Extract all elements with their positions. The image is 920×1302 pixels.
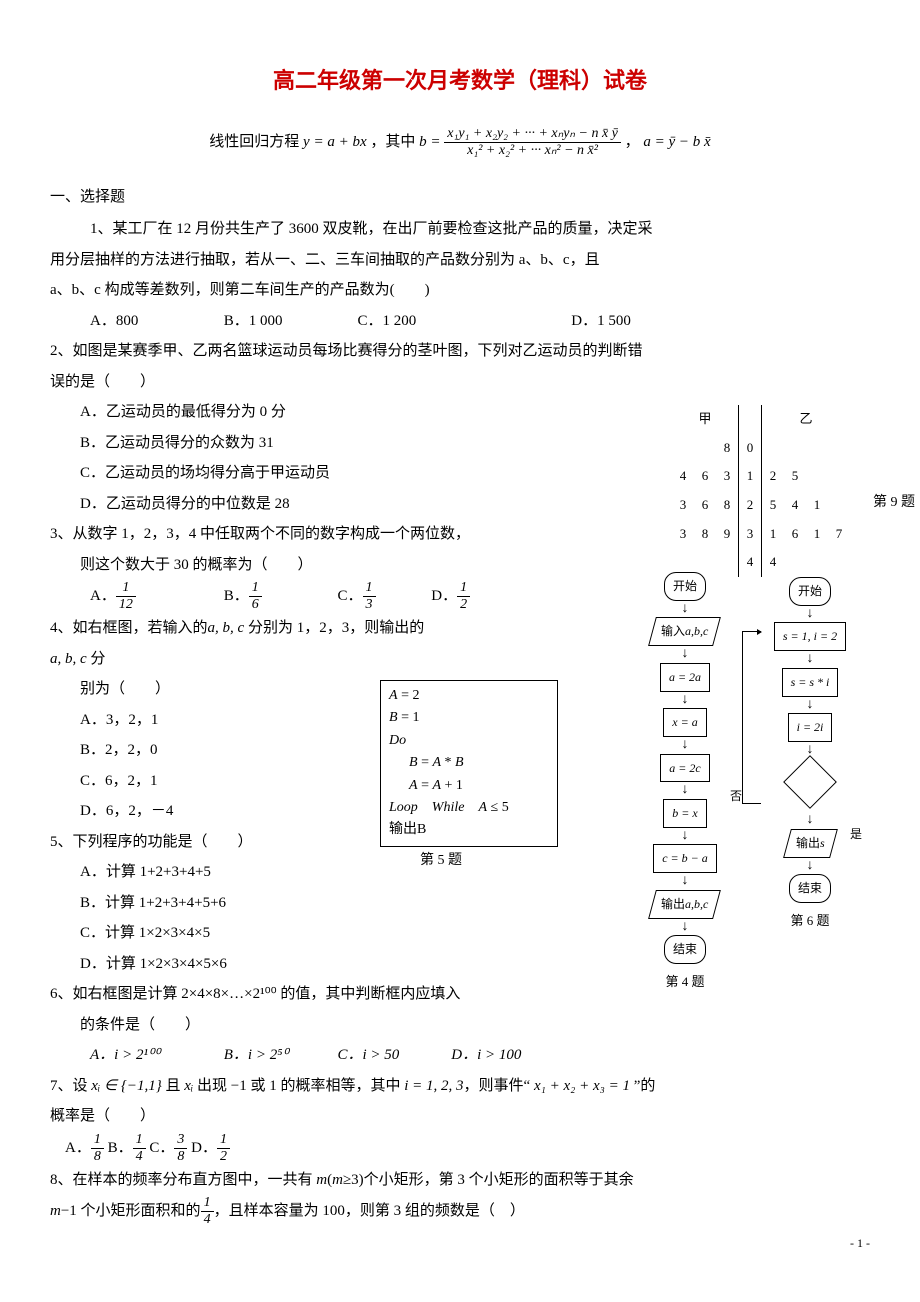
q6-stem1: 6、如右框图是计算 2×4×8×…×2¹⁰⁰ 的值，其中判断框内应填入 [50, 980, 870, 1009]
q1-options: A．800 B．1 000 C．1 200 D．1 500 [50, 307, 870, 336]
page-number: - 1 - [850, 1232, 870, 1255]
q1-line3: a、b、c 构成等差数列，则第二车间生产的产品数为( ) [50, 276, 870, 305]
q5-opt-c: C．计算 1×2×3×4×5 [50, 919, 870, 948]
q9-side-label: 第 9 题 [873, 490, 915, 517]
q8-line1: 8、在样本的频率分布直方图中，一共有 m(m≥3)个小矩形，第 3 个小矩形的面… [50, 1166, 870, 1195]
regression-formula: 线性回归方程 y = a + bx ，其中 b = x₁y₁ + x₂y₂ + … [50, 127, 870, 158]
q7-options: A．18 B．14 C．38 D．12 [50, 1133, 870, 1164]
q5-opt-d: D．计算 1×2×3×4×5×6 [50, 950, 870, 979]
section-1-heading: 一、选择题 [50, 183, 870, 212]
q6-options: A．i > 2¹⁰⁰ B．i > 2⁵⁰ C．i > 50 D．i > 100 [50, 1041, 870, 1070]
q5-caption: 第 5 题 [420, 848, 462, 875]
q2-stem1: 2、如图是某赛季甲、乙两名篮球运动员每场比赛得分的茎叶图，下列对乙运动员的判断错 [50, 337, 870, 366]
q7-stem1: 7、设 xᵢ ∈ {−1,1} 且 xᵢ 出现 −1 或 1 的概率相等，其中 … [50, 1072, 870, 1101]
q3-options: A．112 B．16 C．13 D．12 [50, 581, 870, 612]
exam-title: 高二年级第一次月考数学（理科）试卷 [50, 60, 870, 102]
q7-stem2: 概率是（ ） [50, 1102, 870, 1131]
q3-stem2: 则这个数大于 30 的概率为（ ） [50, 551, 870, 580]
q4-flowchart: 开始↓ 输入a,b,c↓ a = 2a↓ x = a↓ a = 2c↓ b = … [640, 570, 730, 995]
q5-opt-b: B．计算 1+2+3+4+5+6 [50, 889, 870, 918]
q6-stem2: 的条件是（ ） [50, 1011, 870, 1040]
q8-line2: m−1 个小矩形面积和的14，且样本容量为 100，则第 3 组的频数是（ ） [50, 1196, 870, 1227]
q5-code-box: A = 2 B = 1 Do B = A * B A = A + 1 Loop … [380, 680, 558, 847]
q1-line2: 用分层抽样的方法进行抽取，若从一、二、三车间抽取的产品数分别为 a、b、c，且 [50, 246, 870, 275]
q6-flowchart: 否 是 开始↓ s = 1, i = 2↓ s = s * i↓ i = 2i↓… [760, 575, 860, 934]
q3-stem1: 3、从数字 1，2，3，4 中任取两个不同的数字构成一个两位数， [50, 520, 870, 549]
q2-stem2: 误的是（ ） [50, 368, 870, 397]
q1-line1: 1、某工厂在 12 月份共生产了 3600 双皮靴，在出厂前要检查这批产品的质量… [50, 215, 870, 244]
